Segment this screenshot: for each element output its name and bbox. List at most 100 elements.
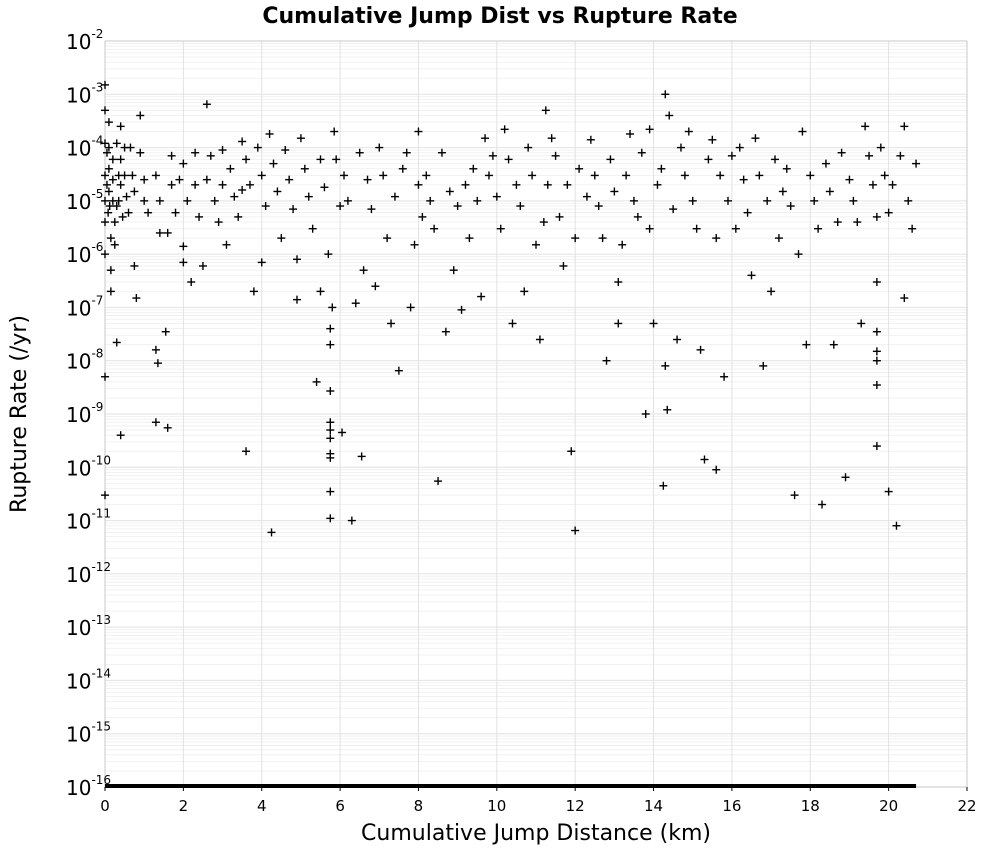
data-point	[183, 196, 192, 205]
data-point	[390, 192, 399, 201]
data-point	[794, 250, 803, 259]
data-point	[234, 212, 243, 221]
data-point	[167, 180, 176, 189]
data-point	[136, 148, 145, 157]
data-point	[406, 303, 415, 312]
x-axis-ticks: 0 2 4 6 8 10 12 14 16 18 20 22	[100, 787, 977, 815]
data-point	[731, 224, 740, 233]
data-point	[555, 212, 564, 221]
y-tick-label: 10-13	[66, 613, 111, 640]
data-point	[110, 240, 119, 249]
data-point	[659, 481, 668, 490]
data-point	[445, 187, 454, 196]
data-point	[872, 347, 881, 356]
data-point	[101, 250, 109, 259]
x-tick-label: 10	[487, 797, 506, 815]
data-point	[614, 278, 623, 287]
data-point	[477, 292, 486, 301]
data-point	[673, 335, 682, 344]
data-point	[218, 180, 227, 189]
data-point	[105, 202, 114, 211]
y-tick-label: 10-9	[66, 400, 103, 427]
data-point	[900, 122, 909, 131]
data-point	[543, 180, 552, 189]
data-point	[700, 455, 709, 464]
grid-lines	[104, 40, 968, 788]
data-point	[461, 180, 470, 189]
data-point	[492, 192, 501, 201]
data-point	[153, 359, 162, 368]
data-point	[326, 487, 335, 496]
data-point	[151, 418, 160, 427]
data-point	[171, 208, 180, 217]
y-tick-label: 10-16	[66, 773, 111, 800]
data-point	[872, 278, 881, 287]
data-point	[465, 234, 474, 243]
data-point	[101, 139, 109, 148]
data-point	[614, 319, 623, 328]
data-point	[880, 171, 889, 180]
data-point	[116, 155, 125, 164]
data-point	[857, 319, 866, 328]
data-point	[641, 410, 650, 418]
data-point	[253, 143, 262, 152]
data-point	[108, 175, 117, 184]
data-point	[888, 180, 897, 189]
data-point	[872, 442, 881, 451]
data-point	[316, 155, 325, 164]
data-point	[132, 294, 141, 303]
data-point	[202, 175, 211, 184]
data-point	[532, 240, 540, 249]
data-point	[453, 202, 462, 211]
data-point	[755, 171, 764, 180]
data-point	[908, 224, 917, 233]
data-point	[751, 134, 760, 143]
data-point	[571, 526, 580, 535]
data-point	[179, 258, 188, 267]
data-point	[806, 171, 815, 180]
y-tick-label: 10-10	[66, 453, 111, 480]
data-point	[771, 155, 780, 164]
x-tick-label: 16	[722, 797, 741, 815]
data-point	[524, 143, 533, 152]
data-point	[351, 299, 360, 308]
data-point	[110, 218, 119, 227]
data-point	[336, 202, 345, 211]
data-point	[104, 187, 113, 196]
data-point	[814, 224, 823, 233]
data-point	[782, 164, 791, 173]
data-point	[872, 356, 881, 365]
data-point	[586, 135, 595, 144]
data-point	[130, 187, 139, 196]
data-point	[622, 171, 631, 180]
data-point	[778, 187, 787, 196]
data-point	[320, 183, 329, 192]
data-point	[496, 224, 505, 233]
data-point	[833, 218, 842, 227]
data-point	[865, 151, 874, 160]
data-point	[872, 327, 881, 336]
data-point	[316, 287, 325, 296]
data-point	[326, 340, 335, 349]
data-point	[242, 155, 251, 164]
data-point	[116, 180, 125, 189]
data-point	[108, 155, 117, 164]
data-point	[575, 164, 584, 173]
data-point	[104, 164, 113, 173]
data-point	[326, 453, 335, 462]
data-point	[598, 234, 607, 243]
data-point	[539, 218, 548, 227]
data-point	[112, 139, 121, 148]
y-axis-ticks: 10-2 10-3 10-4 10-5 10-6 10-7 10-8 10-9 10-10 10-…	[66, 27, 111, 800]
data-point	[798, 127, 807, 136]
data-point	[500, 125, 509, 134]
data-point	[128, 171, 137, 180]
data-point	[457, 305, 466, 314]
data-point	[900, 294, 909, 303]
data-point	[759, 361, 768, 370]
y-tick-label: 10-8	[66, 347, 103, 374]
data-point	[118, 212, 127, 221]
data-point	[387, 319, 396, 328]
x-tick-label: 8	[414, 797, 424, 815]
data-point	[896, 151, 905, 160]
